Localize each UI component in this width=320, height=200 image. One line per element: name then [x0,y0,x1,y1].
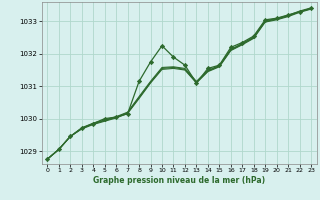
X-axis label: Graphe pression niveau de la mer (hPa): Graphe pression niveau de la mer (hPa) [93,176,265,185]
